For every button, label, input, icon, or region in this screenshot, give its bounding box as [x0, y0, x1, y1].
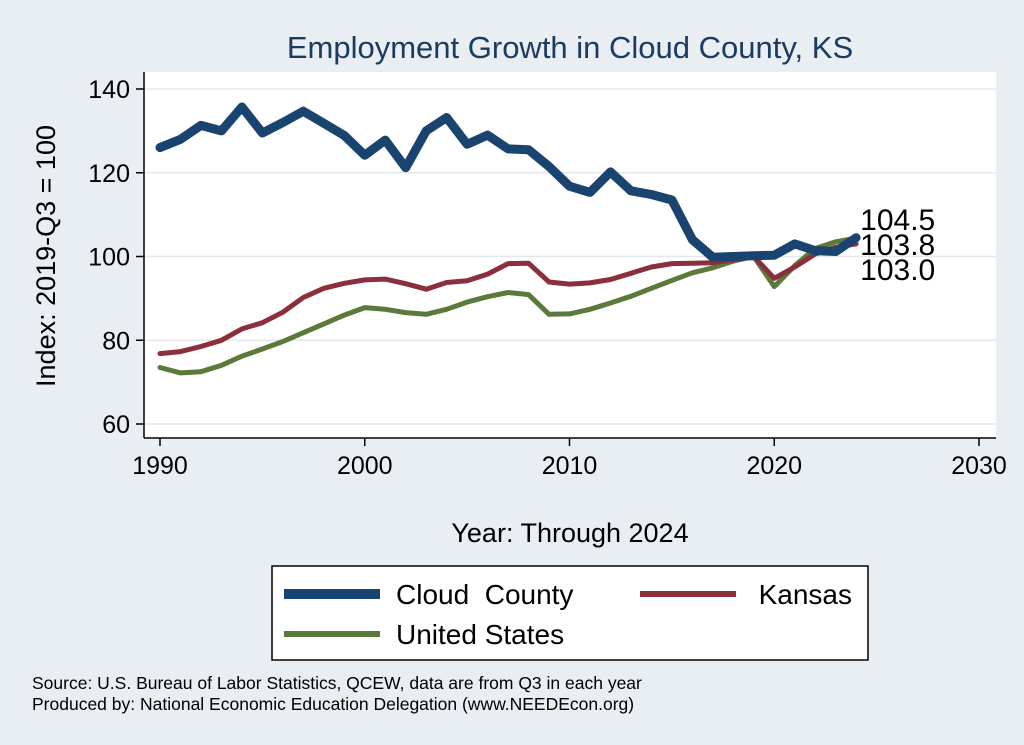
legend-box: [271, 565, 869, 661]
end-label: 103.0: [860, 254, 935, 287]
y-tick-label: 100: [88, 244, 130, 272]
y-tick-label: 140: [88, 76, 130, 104]
y-tick-label: 80: [102, 327, 130, 355]
producer-note: Produced by: National Economic Education…: [32, 694, 634, 714]
x-tick-label: 1990: [132, 452, 188, 480]
legend: Cloud County Kansas United States: [271, 565, 869, 661]
x-tick-label: 2030: [951, 452, 1007, 480]
chart-title: Employment Growth in Cloud County, KS: [287, 30, 853, 65]
source-note: Source: U.S. Bureau of Labor Statistics,…: [32, 673, 642, 693]
x-tick-label: 2010: [542, 452, 598, 480]
axes: 60 80 100 120 140 1990 2000 2010 2020 2030: [88, 72, 1007, 480]
legend-label: United States: [396, 619, 564, 650]
x-tick-label: 2000: [337, 452, 393, 480]
legend-label: Kansas: [759, 579, 852, 610]
legend-label: Cloud County: [396, 579, 573, 610]
end-label: 104.5: [860, 204, 935, 237]
y-axis-title: Index: 2019-Q3 = 100: [31, 125, 61, 387]
series-lines: [155, 102, 861, 376]
y-tick-label: 120: [88, 160, 130, 188]
legend-entries: Cloud County Kansas United States: [284, 579, 852, 650]
x-tick-label: 2020: [746, 452, 802, 480]
plot-area: [144, 72, 996, 438]
series-line-cloud-county: [155, 102, 861, 262]
x-axis-title: Year: Through 2024: [451, 518, 688, 548]
end-label: 103.8: [860, 229, 935, 262]
y-tick-label: 60: [102, 411, 130, 439]
